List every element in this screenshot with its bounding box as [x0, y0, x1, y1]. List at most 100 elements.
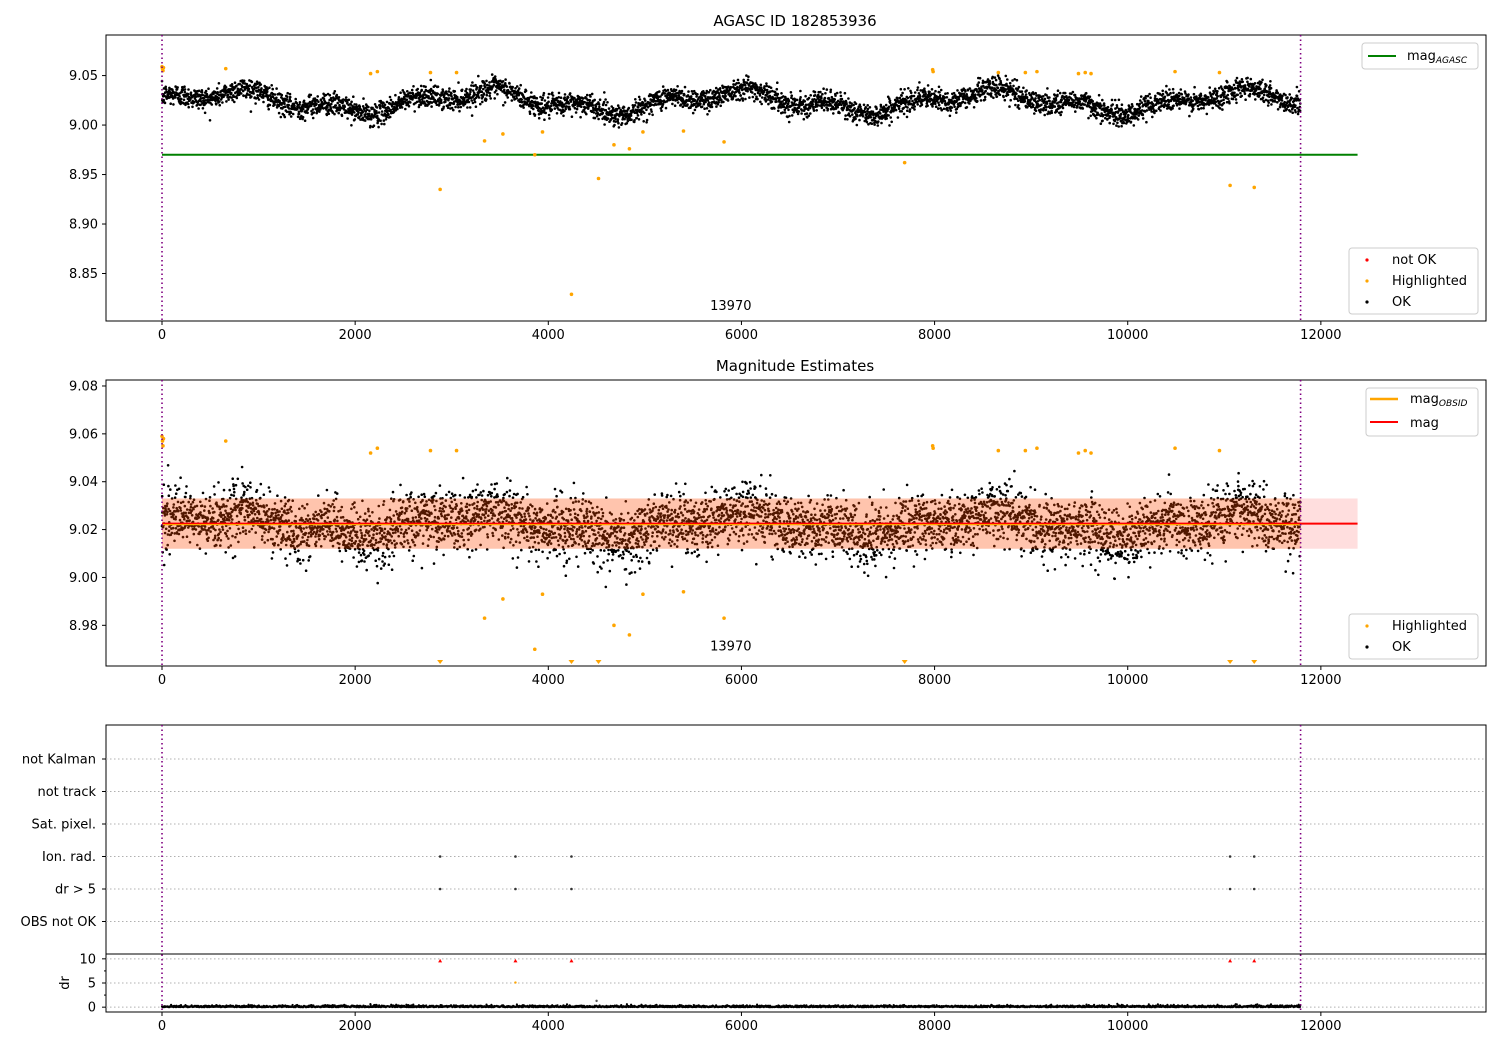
legend-notok-label: not OK	[1392, 253, 1437, 268]
p1-ytick-label: 8.95	[69, 168, 98, 183]
p2-highlighted-point	[223, 439, 228, 443]
p1-highlighted-point	[1089, 71, 1093, 76]
p3-dr-points	[160, 1002, 1302, 1009]
panel-agasc-frame	[105, 34, 1487, 322]
panel-mag-obsid-label: 13970	[710, 639, 751, 654]
p2-highlighted-point	[722, 616, 726, 620]
p1-xtick-label: 2000	[339, 328, 372, 343]
p3-flag-point	[514, 887, 517, 891]
p1-highlighted-point	[428, 70, 433, 75]
p1-highlighted-point	[540, 130, 545, 134]
p1-highlighted-point	[681, 129, 686, 133]
p2-xtick-label: 10000	[1107, 673, 1148, 688]
p1-highlighted-point	[375, 69, 380, 74]
dr-axis-label: dr	[58, 976, 73, 990]
panel-flags-frame	[105, 724, 1487, 1013]
p3-dr-tick-label: 0	[88, 1001, 96, 1016]
p3-dr-capped-marker	[513, 958, 518, 963]
p2-clipped-marker	[1251, 660, 1258, 664]
p3-flag-label: not Kalman	[22, 753, 96, 768]
p1-ok-points	[160, 73, 1302, 129]
p2-ytick-label: 9.02	[69, 523, 98, 538]
p1-highlighted-point	[931, 69, 935, 74]
panel-agasc-legend-line: magAGASC	[1361, 42, 1479, 70]
legend-ok-marker	[1365, 300, 1369, 304]
panel-flags-plot: 0 2000 4000 6000 8000 10000 12000 not Kalman not…	[21, 725, 1486, 1034]
p3-flag-point	[1252, 855, 1256, 858]
p1-highlighted-point	[1023, 70, 1028, 75]
panel-agasc-title: AGASC ID 182853936	[713, 12, 876, 30]
p2-xtick-label: 2000	[339, 673, 372, 688]
p3-flag-point	[1228, 887, 1232, 891]
p3-flag-label: Ion. rad.	[42, 850, 96, 865]
legend2-highlighted-marker	[1365, 624, 1369, 628]
p2-highlighted-point	[1023, 448, 1028, 453]
p1-highlighted-point	[569, 292, 574, 297]
p2-xtick-label: 6000	[725, 673, 758, 688]
p2-xtick-label: 8000	[918, 673, 951, 688]
p1-highlighted-point	[1083, 70, 1088, 75]
p2-clipped-marker	[568, 660, 575, 664]
p1-highlighted-point	[482, 139, 487, 143]
p1-xtick-label: 6000	[725, 328, 758, 343]
p3-flag-label: not track	[37, 785, 96, 800]
panel-mag-legend-points: Highlighted OK	[1348, 613, 1479, 660]
legend2-ok-label: OK	[1392, 640, 1411, 655]
p2-highlighted-point	[375, 446, 380, 451]
panel-agasc-plot: 0 2000 4000 6000 8000 10000 12000 8.85 8.90 8.95 9…	[69, 35, 1358, 343]
p1-highlighted-point	[722, 140, 726, 144]
p1-highlighted-point	[627, 147, 632, 151]
p3-xtick-label: 0	[158, 1019, 166, 1034]
p2-clipped-marker	[1227, 660, 1234, 664]
p2-highlighted-point	[996, 448, 1001, 453]
p1-highlighted-point	[996, 70, 1001, 75]
p2-highlighted-point	[532, 647, 537, 652]
p2-clipped-marker	[595, 660, 602, 664]
p2-highlighted-point	[681, 590, 686, 594]
panel-mag-estimates: Magnitude Estimates 0 2000 4000 6000 8000 100…	[69, 357, 1487, 688]
p2-highlighted-point	[1217, 448, 1222, 453]
p1-highlighted-point	[1076, 71, 1081, 76]
p1-highlighted-point	[1173, 69, 1177, 74]
legend-mag-label: mag	[1410, 416, 1439, 431]
p3-xtick-label: 12000	[1300, 1019, 1341, 1034]
p1-highlighted-point	[1035, 69, 1039, 74]
p1-xtick-label: 8000	[918, 328, 951, 343]
p1-highlighted-point	[368, 71, 373, 76]
p2-highlighted-point	[454, 448, 459, 453]
p3-flag-point	[570, 855, 573, 858]
p2-highlighted-point	[540, 592, 545, 597]
p1-ytick-label: 8.90	[69, 218, 98, 233]
p3-dr-capped-marker	[569, 958, 574, 963]
p1-highlighted-point	[501, 132, 505, 136]
panel-agasc: AGASC ID 182853936 0 2000 4000 6000 8000 1000…	[69, 12, 1487, 343]
p2-xtick-label: 4000	[532, 673, 565, 688]
p1-highlighted-point	[223, 66, 228, 71]
p2-ytick-label: 9.00	[69, 571, 98, 586]
p2-highlighted-point	[1035, 446, 1039, 451]
p1-highlighted-point	[612, 143, 616, 147]
p3-flag-label: Sat. pixel.	[32, 818, 96, 833]
p1-highlighted-point	[438, 187, 442, 192]
p1-ytick-label: 9.00	[69, 119, 98, 134]
p3-flag-point	[1228, 855, 1232, 858]
p2-highlighted-point	[161, 444, 165, 448]
p2-highlighted-point	[612, 623, 616, 628]
p2-highlighted-point	[1173, 446, 1177, 451]
p2-ytick-label: 9.04	[69, 475, 98, 490]
p2-xtick-label: 0	[158, 673, 166, 688]
p1-highlighted-point	[454, 70, 459, 75]
panel-mag-plot: 0 2000 4000 6000 8000 10000 12000 8.98 9.00 9.02 9…	[69, 379, 1358, 688]
p2-highlighted-point	[501, 597, 505, 601]
legend2-ok-marker	[1365, 645, 1369, 649]
p2-ytick-label: 9.08	[69, 379, 98, 394]
panel-mag-legend-line: magOBSID mag	[1365, 387, 1479, 437]
p1-xtick-label: 4000	[532, 328, 565, 343]
p3-flag-point	[438, 855, 442, 858]
p3-flag-point	[438, 887, 442, 891]
p2-highlighted-point	[368, 451, 373, 455]
legend-highlighted-marker	[1365, 279, 1369, 283]
panel-mag-title: Magnitude Estimates	[716, 357, 874, 375]
p1-highlighted-point	[596, 176, 601, 181]
